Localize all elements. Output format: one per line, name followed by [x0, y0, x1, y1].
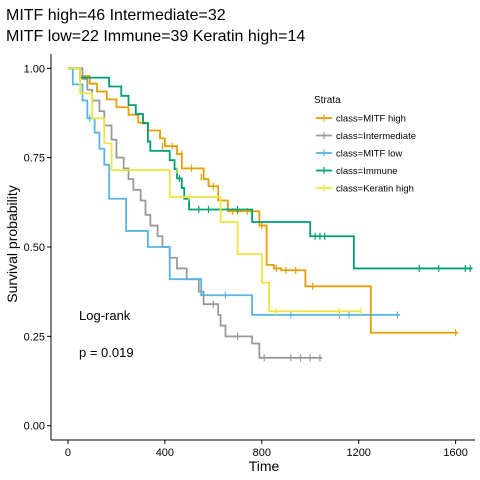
legend-label: class=Keratin high: [336, 184, 414, 195]
axes: 0 400 800 1200 1600 0.00 0.25 0.50 0.75 1.00: [24, 54, 475, 459]
y-tick-label: 1.00: [24, 63, 45, 75]
y-tick-label: 0.00: [24, 421, 45, 433]
series-layer: [67, 67, 473, 362]
logrank-label: Log-rank: [79, 308, 131, 323]
series-1: [67, 67, 323, 362]
survival-curve: [67, 67, 362, 313]
survival-curve: [67, 67, 473, 270]
legend-label: class=MITF low: [336, 149, 402, 160]
series-4: [67, 67, 362, 315]
series-0: [67, 67, 459, 337]
y-axis-label: Survival probability: [4, 185, 20, 303]
legend-item-2: class=MITF low: [316, 149, 402, 160]
legend-item-3: class=Immune: [316, 166, 398, 177]
survival-curve: [67, 67, 400, 316]
survival-curve: [67, 67, 323, 359]
chart-title-line2: MITF low=22 Immune=39 Keratin high=14: [6, 28, 305, 45]
y-tick-label: 0.50: [24, 242, 45, 254]
x-axis-label: Time: [249, 458, 280, 474]
legend-label: class=Immune: [336, 166, 398, 177]
legend-label: class=Intermediate: [336, 131, 416, 142]
legend: Strata class=MITF high class=Intermediate…: [314, 95, 416, 195]
chart-title-line1: MITF high=46 Intermediate=32: [6, 7, 226, 24]
series-3: [67, 67, 473, 272]
x-tick-label: 1200: [346, 447, 370, 459]
y-tick-label: 0.75: [24, 153, 45, 165]
x-tick-label: 400: [156, 447, 174, 459]
y-tick-label: 0.25: [24, 331, 45, 343]
legend-item-0: class=MITF high: [316, 114, 406, 125]
legend-title: Strata: [314, 95, 341, 106]
legend-item-4: class=Keratin high: [316, 184, 414, 195]
x-tick-label: 800: [253, 447, 271, 459]
p-value-label: p = 0.019: [79, 345, 134, 360]
legend-label: class=MITF high: [336, 114, 406, 125]
survival-curve: [67, 67, 459, 334]
x-tick-label: 0: [65, 447, 71, 459]
legend-item-1: class=Intermediate: [316, 131, 416, 142]
x-tick-label: 1600: [443, 447, 467, 459]
